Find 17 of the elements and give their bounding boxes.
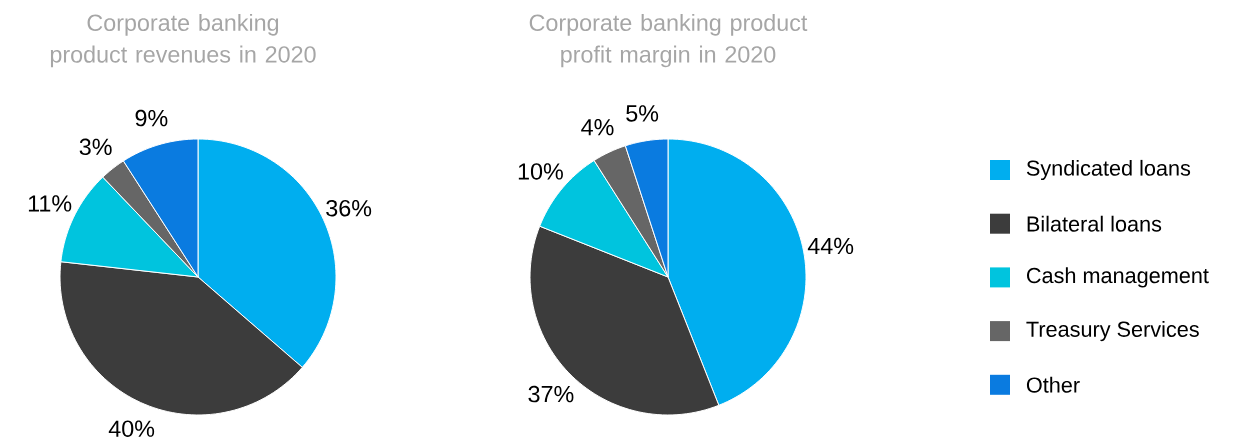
data-label: 10% [518, 163, 563, 180]
data-label: 9% [135, 109, 168, 127]
legend-label: Syndicated loans [1026, 159, 1191, 181]
chart-title: Corporate banking product revenues in 2020 [50, 13, 316, 68]
data-label: 36% [326, 199, 372, 217]
data-label: 5% [626, 105, 659, 122]
data-label: 3% [79, 138, 112, 156]
data-label: 11% [28, 195, 72, 212]
data-label: 37% [528, 385, 574, 403]
legend-label: Other [1026, 376, 1080, 393]
legend-label: Treasury Services [1026, 320, 1199, 342]
legend-label: Cash management [1027, 267, 1209, 288]
chart-title: Corporate banking product profit margin in 2020 [529, 13, 808, 68]
data-label: 40% [108, 420, 155, 437]
data-label: 4% [581, 118, 614, 136]
data-label: 44% [807, 237, 854, 255]
legend-label: Bilateral loans [1027, 215, 1162, 232]
